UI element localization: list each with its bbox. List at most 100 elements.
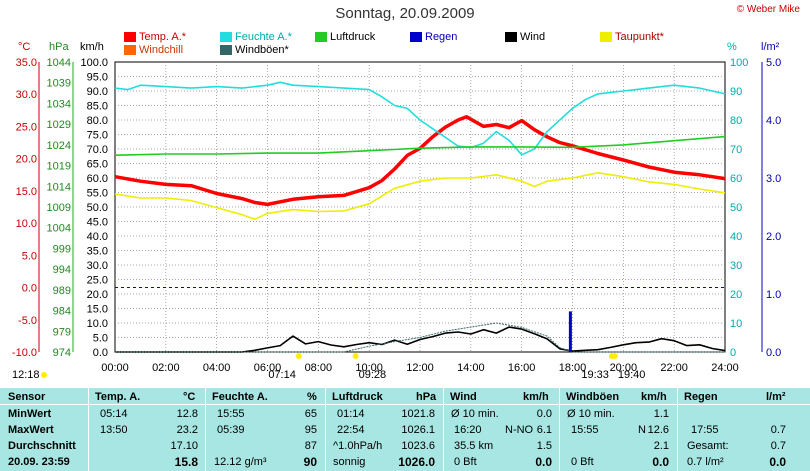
gust-max-direction: N (638, 424, 646, 436)
sun-time-label: 07:14 (268, 369, 296, 381)
x-tick-label: 06:00 (254, 362, 282, 374)
humidity-abs: 12.12 g/m³ (214, 456, 267, 468)
x-tick-label: 20:00 (610, 362, 638, 374)
temp-axis-unit: °C (18, 41, 31, 53)
pressure-max-time: 22:54 (337, 424, 365, 436)
humidity-min-value: 65 (304, 408, 317, 420)
gust-min-value: 1.1 (653, 408, 669, 420)
x-tick-label: 04:00 (203, 362, 231, 374)
pressure-tick-label: 1014 (47, 181, 71, 193)
x-tick-label: 24:00 (711, 362, 739, 374)
pressure-min-time: 01:14 (337, 408, 365, 420)
rain-tick-label: 3.0 (766, 173, 781, 185)
humidity-avg-value: 87 (304, 440, 317, 452)
pressure-min-value: 1021.8 (401, 408, 435, 420)
rain-max-time: 17:55 (691, 424, 719, 436)
summary-header-rain: Regen (684, 391, 718, 403)
wind-tick-label: 45.0 (87, 217, 108, 229)
x-tick-label: 16:00 (508, 362, 536, 374)
humidity-tick-label: 50 (730, 202, 742, 214)
summary-header-sensor: Sensor (8, 391, 46, 403)
gust-max-time: 15:55 (571, 424, 599, 436)
pressure-max-value: 1026.1 (401, 424, 435, 436)
wind-tick-label: 55.0 (87, 188, 108, 200)
summary-header-temp: Temp. A. (95, 391, 141, 403)
gust-current-value: 0.0 (652, 455, 669, 469)
pressure-tick-label: 1024 (47, 140, 71, 152)
series-line (114, 135, 726, 156)
rain-tick-label: 0.0 (766, 347, 781, 359)
pressure-tick-label: 1034 (47, 98, 71, 110)
legend-temp: Temp. A.* (124, 31, 186, 43)
legend-dewpoint: Taupunkt* (600, 31, 664, 43)
x-tick-label: 12:00 (406, 362, 434, 374)
rain-tick-label: 5.0 (766, 57, 781, 69)
legend-windchill: Windchill (124, 44, 183, 56)
temp-tick-label: 10.0 (16, 218, 37, 230)
wind-current-value: 0.0 (535, 455, 552, 469)
pressure-tick-label: 984 (53, 306, 71, 318)
summary-row-current: 20.09. 23:59 (8, 456, 70, 468)
rain-bar (568, 311, 572, 352)
series-line (114, 81, 726, 156)
summary-header-pressure: Luftdruck (332, 391, 383, 403)
temp-tick-label: 25.0 (16, 121, 37, 133)
temp-avg-value: 17.10 (170, 440, 198, 452)
humidity-tick-label: 100 (730, 57, 748, 69)
wind-avg-value: 1.5 (536, 440, 552, 452)
wind-tick-label: 10.0 (87, 318, 108, 330)
pressure-tick-label: 1044 (47, 57, 71, 69)
pressure-tick-label: 1029 (47, 119, 71, 131)
pressure-avg-value: 1023.6 (401, 440, 435, 452)
humidity-tick-label: 90 (730, 86, 742, 98)
wind-beaufort: 0 Bft (454, 456, 477, 468)
weather-forecast: sonnig (333, 456, 366, 468)
pressure-current-value: 1026.0 (398, 455, 435, 469)
pressure-tick-label: 1039 (47, 78, 71, 90)
wind-tick-label: 100.0 (80, 57, 108, 69)
pressure-axis-unit: hPa (49, 41, 69, 53)
rain-total-value: 0.7 (770, 440, 786, 452)
temp-tick-label: -5.0 (18, 315, 37, 327)
temp-min-value: 12.8 (176, 408, 198, 420)
copyright-text: © Weber Mike (736, 4, 800, 15)
sun-time-label: 12:18 (12, 369, 40, 381)
wind-tick-label: 75.0 (87, 130, 108, 142)
wind-tick-label: 60.0 (87, 173, 108, 185)
wind-tick-label: 35.0 (87, 246, 108, 258)
rain-tick-label: 4.0 (766, 115, 781, 127)
sun-time-label: 19:40 (618, 369, 646, 381)
x-tick-label: 14:00 (457, 362, 485, 374)
temp-tick-label: 5.0 (22, 250, 37, 262)
sun-icon (611, 353, 618, 359)
humidity-axis-unit: % (727, 41, 737, 53)
series-line (115, 322, 725, 353)
rain-max-value: 0.7 (770, 424, 786, 436)
temp-tick-label: 20.0 (16, 154, 37, 166)
wind-tick-label: 25.0 (87, 275, 108, 287)
wind-tick-label: 80.0 (87, 115, 108, 127)
summary-table: Sensor MinWert MaxWert Durchschnitt 20.0… (0, 388, 810, 471)
sun-time-label: 09:28 (359, 369, 387, 381)
summary-header-wind-unit: km/h (523, 391, 549, 403)
rain-axis-unit: l/m² (761, 41, 780, 53)
humidity-min-time: 15:55 (217, 408, 245, 420)
pressure-trend: ^1.0hPa/h (333, 440, 383, 452)
temp-max-value: 23.2 (176, 424, 198, 436)
sun-icon (41, 372, 47, 378)
wind-max-value: 6.1 (536, 424, 552, 436)
x-tick-label: 22:00 (660, 362, 688, 374)
humidity-tick-label: 20 (730, 289, 742, 301)
x-tick-label: 10:00 (355, 362, 383, 374)
humidity-tick-label: 0 (730, 347, 736, 359)
wind-max-direction: N-NO (505, 424, 534, 436)
legend-pressure: Luftdruck (315, 31, 375, 43)
pressure-tick-label: 1009 (47, 202, 71, 214)
wind-min-value: 0.0 (536, 408, 552, 420)
humidity-tick-label: 10 (730, 318, 742, 330)
wind-tick-label: 90.0 (87, 86, 108, 98)
x-tick-label: 08:00 (305, 362, 333, 374)
rain-daily: 0.7 l/m² (687, 456, 724, 468)
pressure-tick-label: 994 (53, 264, 71, 276)
wind-tick-label: 65.0 (87, 159, 108, 171)
